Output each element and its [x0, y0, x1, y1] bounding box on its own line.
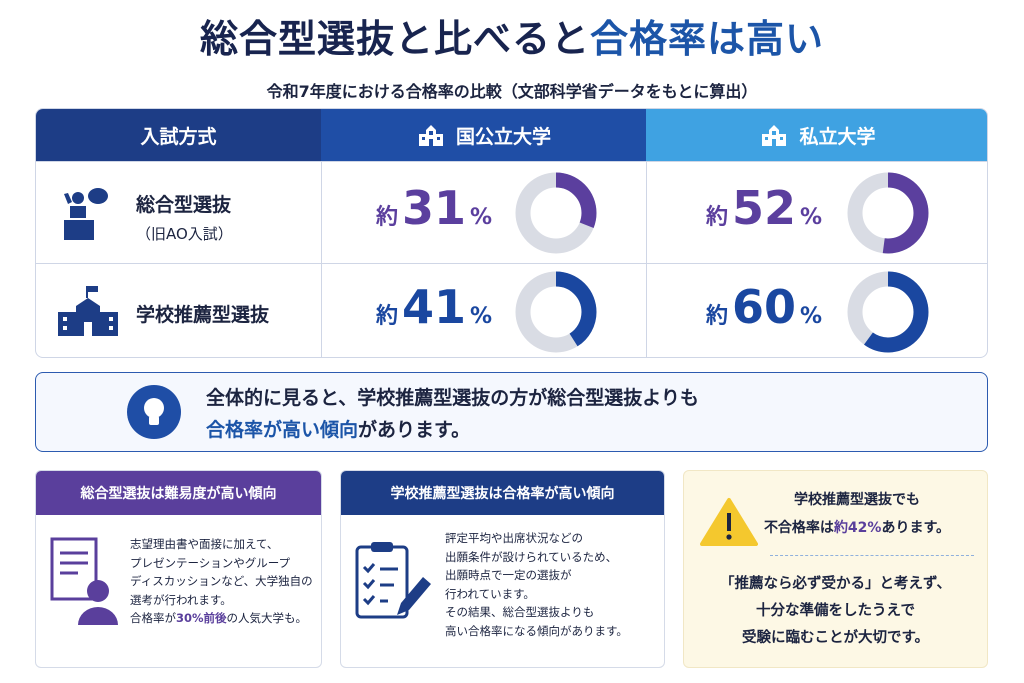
column-header: 私立大学 [646, 109, 987, 161]
summary-note: 全体的に見ると、学校推薦型選抜の方が総合型選抜よりも 合格率が高い傾向があります… [35, 372, 988, 452]
card-line: 出願時点で一定の選抜が [445, 568, 572, 582]
school-icon [58, 286, 118, 336]
card-body: 評定平均や出席状況などの出願条件が設けられているため、 出願時点で一定の選抜が 行わ… [445, 529, 628, 640]
column-label: 私立大学 [799, 125, 876, 148]
donut-arc [515, 271, 597, 353]
title-part: 総合型選抜と比べると [199, 17, 590, 61]
clipboard-icon [355, 542, 431, 619]
table-row: 学校推薦型選抜 約 41% 約 60% [36, 263, 987, 357]
warning-card: 学校推薦型選抜でも 不合格率は約42%あります。 「推薦なら必ず受かる」と考えず… [683, 470, 988, 668]
subtitle: 令和7年度における合格率の比較（文部科学省データをもとに算出） [266, 82, 758, 101]
comparison-table: 入試方式 国公立大学 私立大学 総合型選抜 （旧AO入試） 約 31% 約 52% 学校… [35, 108, 988, 358]
column-label: 入試方式 [140, 125, 217, 148]
card-line: 出願条件が設けられているため、 [445, 549, 618, 564]
info-card: 総合型選抜は難易度が高い傾向 志望理由書や面接に加えて、 プレゼンテーションやグル… [35, 470, 322, 668]
number: 41 [402, 280, 467, 334]
school-icon [762, 125, 787, 146]
rate-value: 約 52% [706, 181, 822, 235]
divider [770, 555, 974, 556]
card-line: 選考が行われます。 [130, 592, 232, 607]
card-line: 行われています。 [445, 586, 535, 601]
note-text: 全体的に見ると、学校推薦型選抜の方が総合型選抜よりも [206, 387, 699, 409]
row-label: 総合型選抜 （旧AO入試） [136, 190, 233, 244]
number: 31 [402, 181, 467, 235]
prefix: 約 [706, 205, 729, 230]
number: 60 [732, 280, 797, 334]
card-line: 志望理由書や面接に加えて、 [130, 537, 279, 551]
text: の人気大学も。 [226, 611, 308, 625]
highlight: 約42% [833, 520, 882, 536]
divider [646, 161, 647, 357]
text: 不合格率は [763, 520, 834, 536]
card-line: 「推薦なら必ず受かる」と考えず、 [720, 576, 951, 592]
speaker-icon [64, 188, 108, 240]
note-text: 合格率が高い傾向があります。 [206, 415, 470, 442]
warning-icon [700, 498, 758, 546]
donut-chart [515, 271, 597, 353]
info-card: 学校推薦型選抜は合格率が高い傾向 評定平均や出席状況などの出願条件が設けられてい… [340, 470, 665, 668]
column-label: 国公立大学 [455, 125, 551, 148]
donut-arc [847, 271, 929, 353]
unit: % [800, 205, 823, 230]
card-title: 総合型選抜は難易度が高い傾向 [36, 471, 321, 515]
card-line: プレゼンテーションやグループ [130, 555, 291, 570]
title: 総合型選抜と比べると合格率は高い [0, 8, 1024, 63]
card-line: 受験に臨むことが大切です。 [741, 630, 930, 646]
table-row: 総合型選抜 （旧AO入試） 約 31% 約 52% [36, 161, 987, 263]
donut-chart [847, 271, 929, 353]
rate-value: 約 60% [706, 280, 822, 334]
school-icon [418, 125, 443, 146]
card-title: 学校推薦型選抜は合格率が高い傾向 [341, 471, 664, 515]
prefix: 約 [376, 304, 399, 329]
donut-chart [515, 172, 597, 254]
document-person-icon [50, 537, 118, 625]
row-sublabel: （旧AO入試） [136, 225, 233, 243]
lightbulb-icon [127, 385, 181, 439]
card-line: その結果、総合型選抜よりも [445, 605, 595, 619]
card-line: 十分な準備をしたうえで [755, 603, 916, 619]
rate-value: 約 41% [376, 280, 492, 334]
text: あります。 [881, 520, 951, 536]
unit: % [470, 205, 493, 230]
donut-arc [847, 172, 929, 254]
row-label: 学校推薦型選抜 [136, 304, 270, 326]
title-highlight: 合格率は高い [590, 17, 825, 61]
number: 52 [732, 181, 797, 235]
card-line: 不合格率は約42%あります。 [742, 517, 972, 537]
note-highlight: 合格率が高い傾向 [206, 419, 359, 441]
card-body: 「推薦なら必ず受かる」と考えず、 十分な準備をしたうえで 受験に臨むことが大切です。 [684, 571, 987, 652]
unit: % [800, 304, 823, 329]
rate-value: 約 31% [376, 181, 492, 235]
card-line: ディスカッションなど、大学独自の [130, 574, 313, 588]
column-header: 国公立大学 [321, 109, 646, 161]
note-rest: があります。 [358, 419, 471, 441]
prefix: 約 [376, 205, 399, 230]
card-line: 高い合格率になる傾向があります。 [445, 623, 628, 638]
card-body: 志望理由書や面接に加えて、 プレゼンテーションやグループディスカッションなど、大学… [130, 535, 313, 628]
highlight: 30%前後 [176, 611, 227, 625]
column-header: 入試方式 [36, 109, 321, 161]
donut-chart [847, 172, 929, 254]
card-line: 学校推薦型選抜でも [794, 492, 920, 508]
card-line: 評定平均や出席状況などの [445, 531, 583, 545]
divider [321, 161, 322, 357]
card-line: 合格率が30%前後の人気大学も。 [130, 609, 313, 628]
label-text: 総合型選抜 [136, 194, 232, 216]
lines: 志望理由書や面接に加えて、 プレゼンテーションやグループディスカッションなど、大学… [130, 535, 313, 609]
unit: % [470, 304, 493, 329]
prefix: 約 [706, 304, 729, 329]
donut-arc [515, 172, 597, 254]
text: 合格率が [130, 611, 176, 625]
